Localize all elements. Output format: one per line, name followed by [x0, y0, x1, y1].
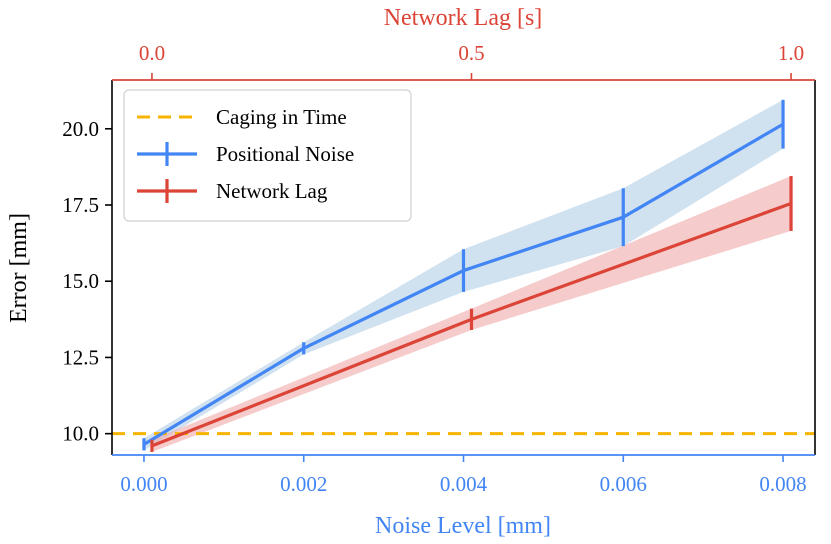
y-axis-ticks: 10.0 12.5 15.0 17.5 20.0	[62, 117, 112, 446]
x-axis-ticks: 0.000 0.002 0.004 0.006 0.008	[120, 455, 807, 496]
x2-tick-label: 1.0	[778, 41, 804, 65]
legend-frame	[123, 89, 412, 222]
y-tick-label: 12.5	[62, 345, 99, 369]
error-bars	[142, 99, 793, 452]
x2-axis-ticks: 0.0 0.5 1.0	[139, 41, 804, 80]
x2-axis-title: Network Lag [s]	[384, 5, 543, 31]
x2-tick-label: 0.5	[458, 41, 484, 65]
legend-caging-in-time-label: Caging in Time	[216, 105, 347, 129]
x-tick-label: 0.004	[440, 472, 488, 496]
x-axis-title: Noise Level [mm]	[375, 513, 551, 539]
x-tick-label: 0.008	[759, 472, 806, 496]
x-tick-label: 0.002	[280, 472, 327, 496]
x2-tick-label: 0.0	[139, 41, 165, 65]
y-axis-title: Error [mm]	[6, 213, 32, 323]
y-tick-label: 17.5	[62, 193, 99, 217]
y-tick-label: 20.0	[62, 117, 99, 141]
legend: Caging in Time Positional Noise Network La…	[123, 89, 412, 222]
y-tick-label: 15.0	[62, 269, 99, 293]
legend-positional-noise-label: Positional Noise	[216, 142, 354, 166]
y-tick-label: 10.0	[62, 422, 99, 446]
legend-network-lag-label: Network Lag	[216, 179, 328, 203]
x-tick-label: 0.006	[600, 472, 647, 496]
axes-spines	[111, 79, 816, 456]
x-tick-label: 0.000	[120, 472, 167, 496]
